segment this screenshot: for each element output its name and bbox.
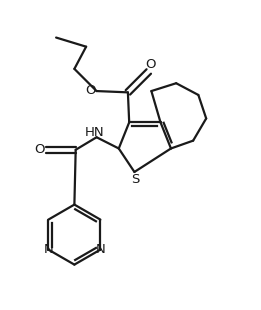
Text: O: O	[34, 143, 44, 156]
Text: S: S	[132, 173, 140, 186]
Text: O: O	[85, 84, 95, 97]
Text: O: O	[145, 59, 155, 72]
Text: N: N	[96, 243, 105, 256]
Text: HN: HN	[85, 126, 104, 139]
Text: N: N	[44, 243, 53, 256]
